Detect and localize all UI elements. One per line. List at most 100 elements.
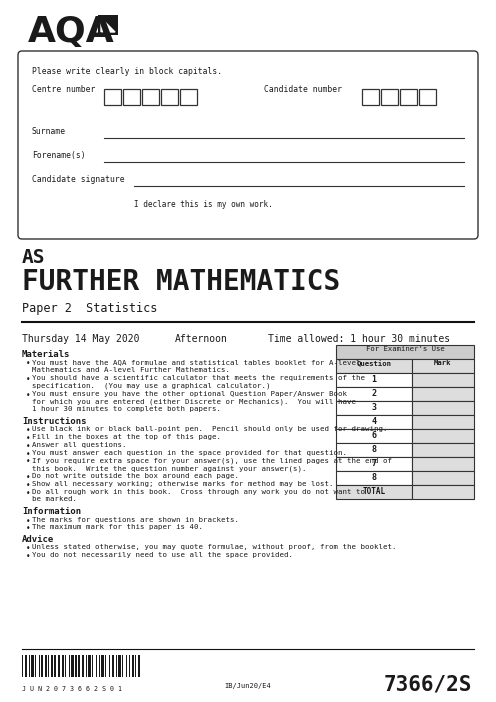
Bar	[336, 471, 412, 485]
Bar	[105, 655, 107, 677]
Bar	[31, 655, 34, 677]
Text: 2: 2	[372, 389, 376, 398]
Text: IB/Jun20/E4: IB/Jun20/E4	[225, 683, 271, 689]
Bar	[336, 415, 412, 429]
Text: The maximum mark for this paper is 40.: The maximum mark for this paper is 40.	[32, 524, 203, 530]
Bar	[362, 89, 379, 105]
Text: •: •	[26, 458, 30, 466]
Text: 8: 8	[372, 445, 376, 454]
Bar	[336, 345, 474, 359]
Text: 3: 3	[372, 403, 376, 412]
Bar	[116, 655, 117, 677]
Text: Do not write outside the box around each page.: Do not write outside the box around each…	[32, 473, 239, 479]
Text: Unless stated otherwise, you may quote formulae, without proof, from the booklet: Unless stated otherwise, you may quote f…	[32, 544, 396, 550]
Bar	[62, 655, 63, 677]
Text: •: •	[26, 544, 30, 553]
Text: •: •	[26, 375, 30, 384]
Bar	[88, 655, 91, 677]
Bar	[412, 485, 474, 499]
Bar	[112, 655, 114, 677]
Bar	[138, 655, 140, 677]
Text: Information: Information	[22, 508, 81, 516]
Bar	[400, 89, 417, 105]
Bar	[142, 89, 159, 105]
Bar	[123, 89, 140, 105]
Bar	[336, 485, 412, 499]
Bar	[412, 359, 474, 373]
Text: •: •	[26, 426, 30, 435]
Bar	[96, 655, 97, 677]
Text: Afternoon: Afternoon	[175, 334, 228, 344]
Bar	[412, 471, 474, 485]
Text: 7: 7	[372, 459, 376, 468]
Text: Show all necessary working; otherwise marks for method may be lost.: Show all necessary working; otherwise ma…	[32, 481, 333, 486]
Bar	[65, 655, 66, 677]
Bar	[39, 655, 40, 677]
Text: 4: 4	[372, 417, 376, 426]
Bar	[336, 457, 412, 471]
Bar	[78, 655, 80, 677]
Text: Paper 2  Statistics: Paper 2 Statistics	[22, 302, 157, 315]
Bar	[59, 655, 60, 677]
Text: •: •	[26, 359, 30, 369]
Bar	[122, 655, 124, 677]
Text: Mark: Mark	[434, 360, 452, 366]
Text: You must ensure you have the other optional Question Paper/Answer Book: You must ensure you have the other optio…	[32, 390, 347, 397]
Bar	[35, 655, 36, 677]
Text: AS: AS	[22, 248, 46, 267]
Bar	[419, 89, 436, 105]
Text: •: •	[26, 524, 30, 534]
Bar	[180, 89, 197, 105]
Bar	[25, 655, 27, 677]
Text: •: •	[26, 473, 30, 482]
Bar	[42, 655, 43, 677]
Text: •: •	[26, 434, 30, 443]
Text: Candidate signature: Candidate signature	[32, 175, 124, 184]
Text: J U N 2 0 7 3 6 6 2 S 0 1: J U N 2 0 7 3 6 6 2 S 0 1	[22, 686, 122, 692]
Text: •: •	[26, 449, 30, 458]
Text: Answer all questions.: Answer all questions.	[32, 442, 126, 448]
Text: Do all rough work in this book.  Cross through any work you do not want to: Do all rough work in this book. Cross th…	[32, 489, 365, 495]
Text: •: •	[26, 481, 30, 490]
Text: •: •	[26, 489, 30, 498]
Bar	[69, 655, 70, 677]
Bar	[99, 655, 100, 677]
Bar	[336, 429, 412, 443]
Bar	[412, 457, 474, 471]
Text: Centre number: Centre number	[32, 85, 95, 94]
Text: TOTAL: TOTAL	[363, 487, 385, 496]
Bar	[101, 655, 104, 677]
Text: If you require extra space for your answer(s), use the lined pages at the end of: If you require extra space for your answ…	[32, 458, 392, 464]
Bar	[46, 655, 47, 677]
Bar	[126, 655, 127, 677]
Text: this book.  Write the question number against your answer(s).: this book. Write the question number aga…	[32, 465, 307, 472]
Bar	[381, 89, 398, 105]
Bar	[75, 655, 76, 677]
Text: specification.  (You may use a graphical calculator.): specification. (You may use a graphical …	[32, 383, 270, 389]
Bar	[336, 387, 412, 401]
Text: Forename(s): Forename(s)	[32, 151, 86, 160]
Bar	[82, 655, 84, 677]
Text: Time allowed: 1 hour 30 minutes: Time allowed: 1 hour 30 minutes	[268, 334, 450, 344]
Bar	[92, 655, 94, 677]
Bar	[51, 655, 53, 677]
Bar	[336, 373, 412, 387]
Text: Question: Question	[357, 360, 391, 367]
Bar	[28, 655, 30, 677]
Bar	[412, 373, 474, 387]
Text: for which you are entered (either Discrete or Mechanics).  You will have: for which you are entered (either Discre…	[32, 398, 356, 405]
Text: 8: 8	[372, 473, 376, 482]
Polygon shape	[101, 18, 115, 32]
Text: 1: 1	[372, 375, 376, 384]
Text: Fill in the boxes at the top of this page.: Fill in the boxes at the top of this pag…	[32, 434, 221, 440]
Text: be marked.: be marked.	[32, 496, 77, 503]
Bar	[98, 15, 118, 35]
Bar	[412, 387, 474, 401]
Text: Instructions: Instructions	[22, 417, 86, 426]
Text: FURTHER MATHEMATICS: FURTHER MATHEMATICS	[22, 268, 340, 296]
Text: 6: 6	[372, 431, 376, 440]
Bar	[128, 655, 130, 677]
Bar	[22, 655, 23, 677]
Text: 7366/2S: 7366/2S	[383, 674, 472, 694]
Bar	[412, 429, 474, 443]
